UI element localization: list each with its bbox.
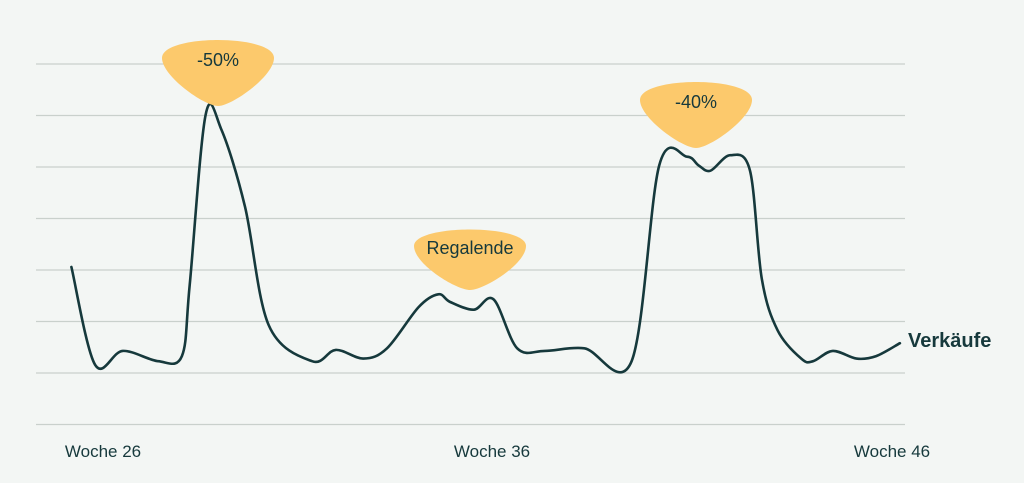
- annotations: -50% Regalende -40%: [162, 40, 752, 290]
- annotation-bubble: -40%: [640, 82, 752, 148]
- x-tick-label: Woche 46: [854, 442, 930, 461]
- annotation-label: -40%: [675, 92, 717, 112]
- annotation-bubble: -50%: [162, 40, 274, 106]
- series-line-verkaeufe: [70, 102, 902, 374]
- annotation-label: -50%: [197, 50, 239, 70]
- annotation-shape: [162, 40, 274, 106]
- annotation-label: Regalende: [426, 238, 513, 258]
- annotation-shape: [640, 82, 752, 148]
- x-axis-ticks: Woche 26 Woche 36 Woche 46: [65, 442, 930, 461]
- annotation-bubble: Regalende: [414, 229, 526, 290]
- series-label: Verkäufe: [908, 330, 991, 352]
- x-tick-label: Woche 36: [454, 442, 530, 461]
- annotation-shape: [414, 229, 526, 290]
- x-tick-label: Woche 26: [65, 442, 141, 461]
